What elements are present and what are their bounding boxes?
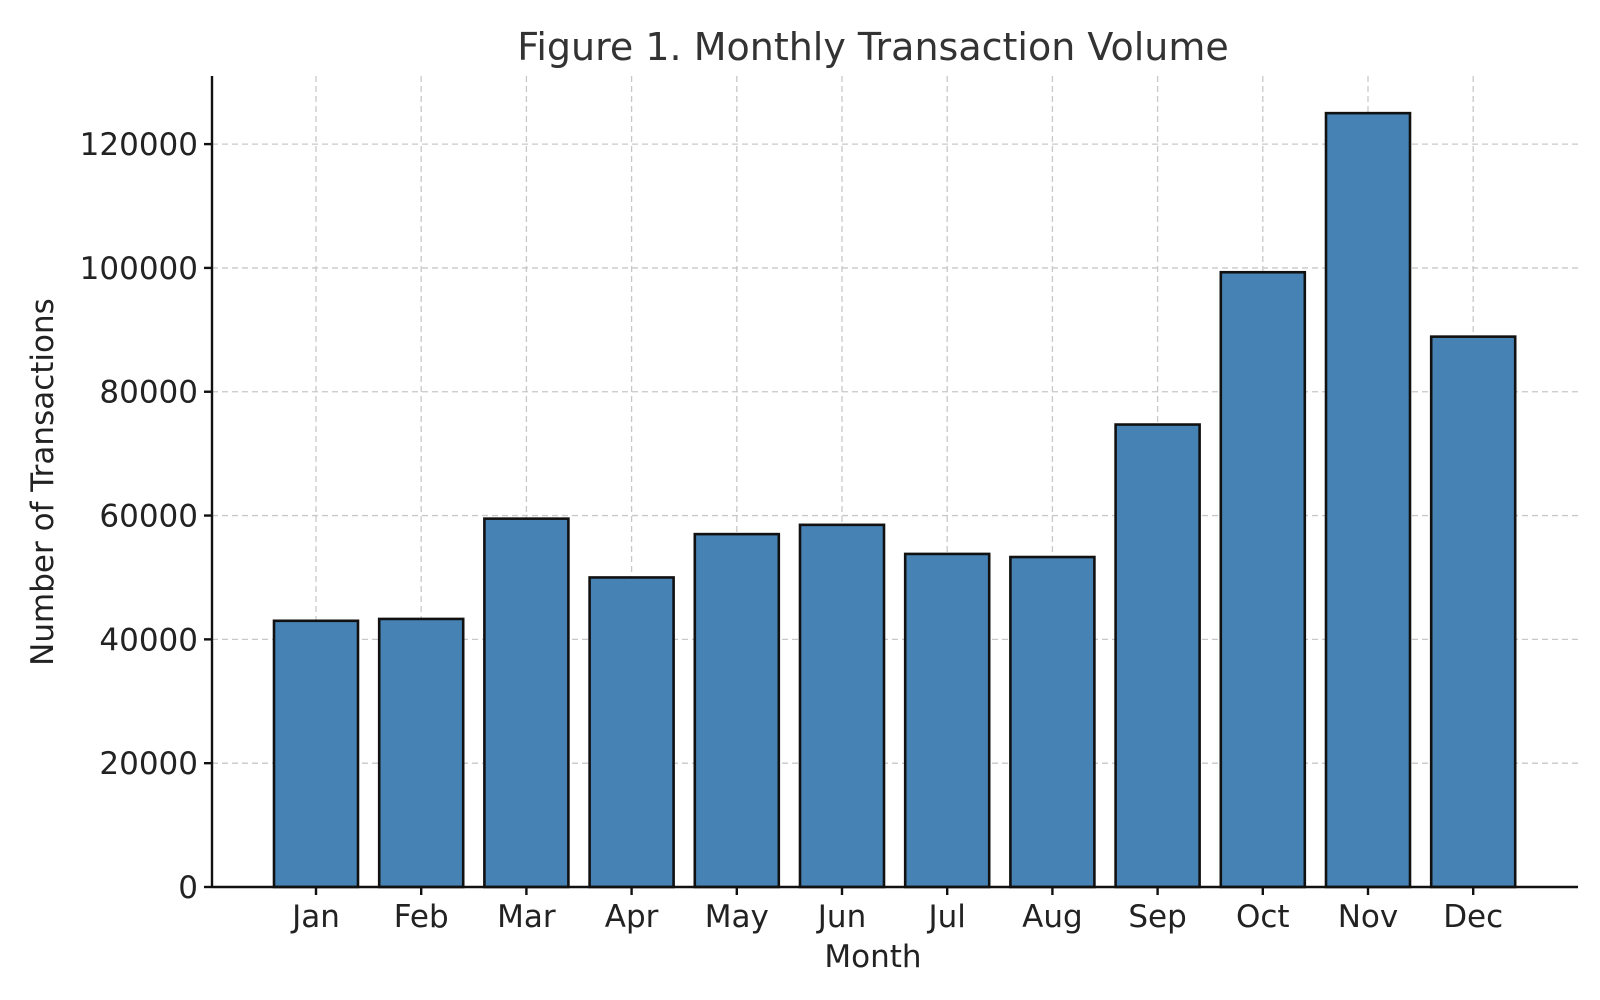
- x-tick-label: Jun: [816, 899, 866, 935]
- bar-jul: [903, 552, 991, 889]
- bar-sep: [1114, 423, 1201, 889]
- bar-aug: [1009, 555, 1096, 889]
- bar-dec: [1429, 335, 1517, 889]
- bars: [272, 111, 1517, 889]
- y-tick-label: 100000: [80, 251, 198, 287]
- y-tick-label: 120000: [80, 127, 198, 163]
- x-tick-label: Mar: [497, 899, 556, 935]
- bar-may: [693, 532, 781, 889]
- bar-feb: [377, 617, 465, 889]
- x-tick-label: Jul: [926, 899, 965, 935]
- x-tick-label: Dec: [1443, 899, 1503, 935]
- chart-title: Figure 1. Monthly Transaction Volume: [517, 25, 1228, 69]
- x-tick-label: Nov: [1338, 899, 1399, 935]
- y-tick-label: 60000: [99, 499, 198, 535]
- y-axis-label: Number of Transactions: [25, 298, 61, 666]
- bar-mar: [483, 517, 570, 889]
- bar-nov: [1324, 111, 1412, 889]
- x-tick-label: Oct: [1236, 899, 1290, 935]
- bar-jan: [272, 619, 360, 889]
- x-axis-label: Month: [824, 939, 921, 975]
- x-axis-ticks: Jan Feb Mar Apr May Jun Jul Aug Sep Oct Nov Dec: [290, 887, 1503, 935]
- y-tick-label: 80000: [99, 375, 198, 411]
- x-tick-label: May: [705, 899, 769, 935]
- x-tick-label: Apr: [605, 899, 659, 935]
- bar-oct: [1219, 270, 1307, 889]
- y-tick-label: 20000: [99, 746, 198, 782]
- bar-jun: [798, 523, 886, 889]
- y-axis-ticks: 0 20000 40000 60000 80000 100000 120000: [80, 127, 212, 906]
- y-tick-label: 0: [178, 870, 198, 906]
- x-tick-label: Jan: [290, 899, 340, 935]
- x-tick-label: Sep: [1128, 899, 1186, 935]
- x-tick-label: Aug: [1022, 899, 1083, 935]
- x-tick-label: Feb: [394, 899, 449, 935]
- bar-apr: [588, 576, 675, 889]
- y-tick-label: 40000: [99, 622, 198, 658]
